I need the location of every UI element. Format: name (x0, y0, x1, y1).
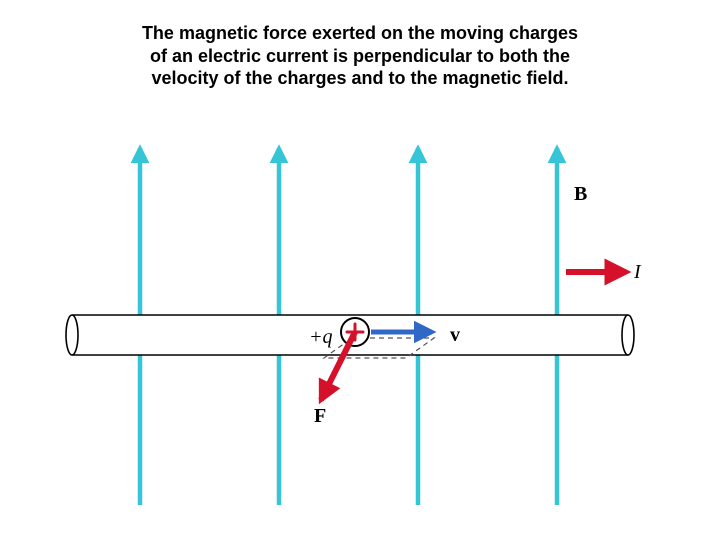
label-v: v (450, 324, 460, 346)
label-q: +q (309, 326, 333, 348)
wire-end-right (622, 315, 634, 355)
diagram-svg: B I +q v F (0, 0, 720, 540)
label-F: F (314, 405, 326, 427)
wire-end-left (66, 315, 78, 355)
label-I: I (633, 261, 642, 283)
label-B: B (574, 183, 587, 205)
